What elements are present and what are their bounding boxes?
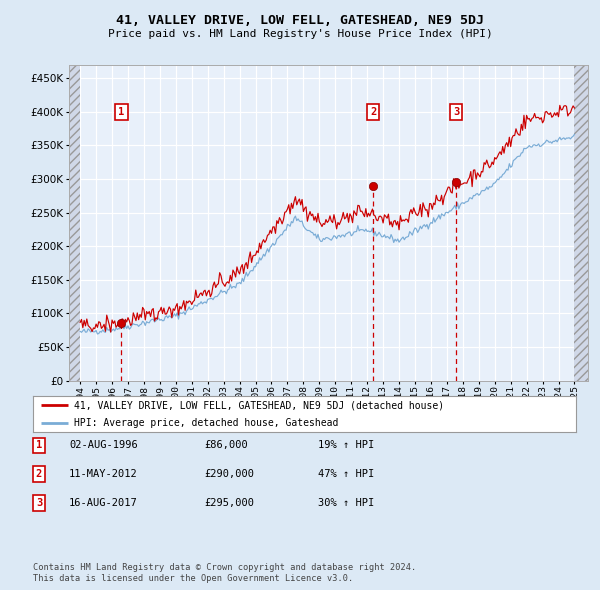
Text: 30% ↑ HPI: 30% ↑ HPI xyxy=(318,499,374,508)
Bar xyxy=(69,65,80,381)
Text: 19% ↑ HPI: 19% ↑ HPI xyxy=(318,441,374,450)
Text: 1: 1 xyxy=(36,441,42,450)
Text: 41, VALLEY DRIVE, LOW FELL, GATESHEAD, NE9 5DJ (detached house): 41, VALLEY DRIVE, LOW FELL, GATESHEAD, N… xyxy=(74,401,444,410)
Text: This data is licensed under the Open Government Licence v3.0.: This data is licensed under the Open Gov… xyxy=(33,573,353,583)
Text: 47% ↑ HPI: 47% ↑ HPI xyxy=(318,470,374,479)
Text: £295,000: £295,000 xyxy=(204,499,254,508)
Text: 41, VALLEY DRIVE, LOW FELL, GATESHEAD, NE9 5DJ: 41, VALLEY DRIVE, LOW FELL, GATESHEAD, N… xyxy=(116,14,484,27)
Text: 16-AUG-2017: 16-AUG-2017 xyxy=(69,499,138,508)
Bar xyxy=(574,65,588,381)
Text: 3: 3 xyxy=(453,107,460,117)
Text: Contains HM Land Registry data © Crown copyright and database right 2024.: Contains HM Land Registry data © Crown c… xyxy=(33,563,416,572)
Text: HPI: Average price, detached house, Gateshead: HPI: Average price, detached house, Gate… xyxy=(74,418,338,428)
Text: 1: 1 xyxy=(118,107,124,117)
Text: £290,000: £290,000 xyxy=(204,470,254,479)
Text: 02-AUG-1996: 02-AUG-1996 xyxy=(69,441,138,450)
Text: Price paid vs. HM Land Registry's House Price Index (HPI): Price paid vs. HM Land Registry's House … xyxy=(107,30,493,39)
Text: 11-MAY-2012: 11-MAY-2012 xyxy=(69,470,138,479)
Text: 3: 3 xyxy=(36,499,42,508)
Text: £86,000: £86,000 xyxy=(204,441,248,450)
Text: 2: 2 xyxy=(36,470,42,479)
Text: 2: 2 xyxy=(370,107,376,117)
